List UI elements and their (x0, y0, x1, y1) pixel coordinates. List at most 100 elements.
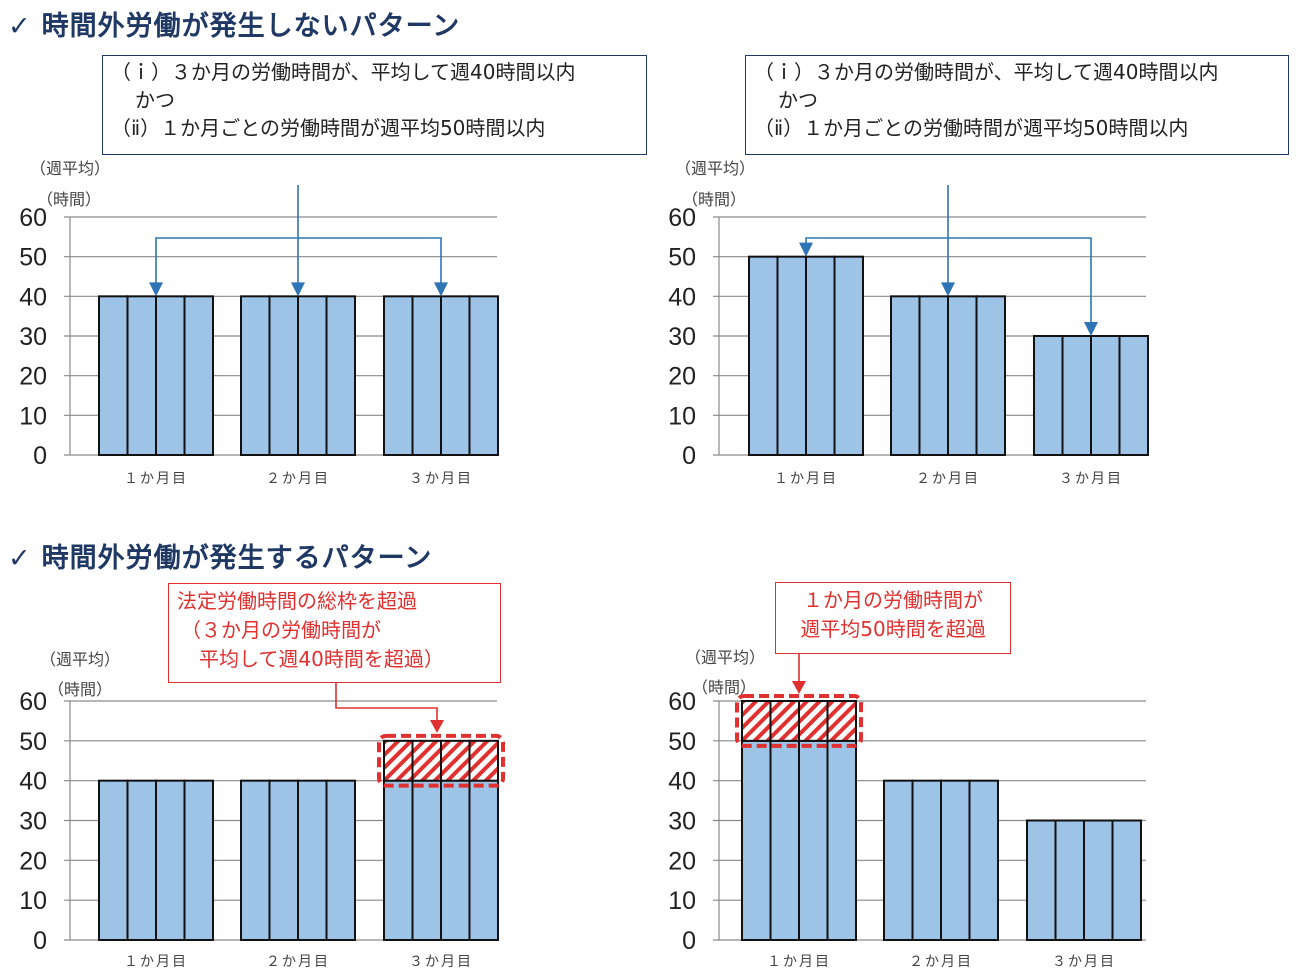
bar-week (297, 295, 328, 457)
x-category-label: ２か月目 (916, 471, 980, 487)
bar-week (805, 255, 836, 456)
bar-week (325, 779, 356, 941)
condition-line-1: （ｉ）３か月の労働時間が、平均して週40時間以内 (111, 60, 576, 84)
bar-week (440, 295, 471, 457)
bar-week-excess (440, 739, 471, 782)
x-category-label: １か月目 (767, 954, 831, 968)
arrow-head-icon (434, 282, 448, 297)
bar-week (240, 295, 271, 457)
y-tick-label: 20 (19, 847, 47, 875)
y-tick-label: 50 (19, 244, 47, 272)
y-tick-label: 10 (668, 887, 696, 915)
y-tick-label: 50 (19, 728, 47, 756)
y-tick-label: 30 (668, 808, 696, 836)
bar-week (776, 255, 807, 456)
y-tick-label: 20 (668, 363, 696, 391)
bar-week (126, 295, 157, 457)
bar-week (940, 779, 971, 941)
condition-line-3: （ⅱ）１か月ごとの労働時間が週平均50時間以内 (754, 116, 1189, 140)
callout-arrow-head-icon (430, 720, 444, 733)
heading-text: 時間外労働が発生するパターン (41, 543, 433, 574)
y-tick-label: 60 (668, 204, 696, 232)
callout-monthly-exceeded: １か月の労働時間が 週平均50時間を超過 (775, 582, 1011, 654)
bar-week-excess (798, 700, 829, 742)
chart-no-overtime-even: （週平均） （時間） 0 10 20 30 40 50 60 １か月目 ２か月目 ３か月目 (19, 159, 499, 487)
bar-week (975, 295, 1006, 457)
arrow-head-icon (941, 282, 955, 297)
x-category-label: １か月目 (774, 471, 838, 487)
x-category-label: ３か月目 (1059, 471, 1123, 487)
y-tick-label: 60 (19, 688, 47, 716)
x-category-label: ２か月目 (266, 471, 330, 487)
bar-week (890, 295, 921, 457)
y-unit-label-2: （時間） (48, 680, 112, 699)
y-unit-label-1: （週平均） (40, 650, 120, 669)
arrow-line (805, 237, 1092, 326)
bar-week-excess (383, 739, 414, 782)
bar-week (268, 779, 299, 941)
bar-week (183, 779, 214, 941)
bar-week (1054, 819, 1085, 941)
y-tick-label: 10 (19, 887, 47, 915)
heading-no-overtime: ✓ 時間外労働が発生しないパターン (8, 4, 460, 43)
bar-week (968, 779, 999, 941)
chart-no-overtime-varied: （週平均） （時間） 0 10 20 30 40 50 60 １か月目 ２か月目 ３か月目 (668, 159, 1149, 487)
y-tick-label: 60 (19, 204, 47, 232)
bar-week (918, 295, 949, 457)
callout-leader-line (335, 683, 438, 722)
bar-week-excess (741, 700, 772, 742)
y-tick-label: 40 (19, 768, 47, 796)
y-tick-label: 0 (33, 927, 47, 955)
bar-week-excess (468, 739, 499, 782)
bar-week (411, 295, 442, 457)
bar-week (155, 779, 186, 941)
bar-week (883, 779, 914, 941)
y-unit-label-1: （週平均） (675, 159, 755, 178)
bar-week (798, 739, 829, 941)
condition-line-1: （ｉ）３か月の労働時間が、平均して週40時間以内 (754, 60, 1219, 84)
excess-highlight-frame (735, 694, 863, 748)
y-tick-label: 40 (19, 283, 47, 311)
bar-week (297, 779, 328, 941)
x-category-label: １か月目 (124, 471, 188, 487)
callout-line-1: 法定労働時間の総枠を超過 (177, 589, 417, 613)
y-tick-label: 40 (668, 283, 696, 311)
y-tick-label: 10 (668, 402, 696, 430)
callout-line-1: １か月の労働時間が (803, 588, 983, 612)
bar-week (468, 295, 499, 457)
heading-overtime: ✓ 時間外労働が発生するパターン (8, 536, 432, 575)
x-category-label: ２か月目 (266, 954, 330, 968)
y-unit-label-2: （時間） (37, 190, 101, 209)
y-tick-label: 20 (19, 363, 47, 391)
bar-week (268, 295, 299, 457)
y-unit-label-2: （時間） (692, 678, 756, 697)
bar-week (325, 295, 356, 457)
callout-total-exceeded: 法定労働時間の総枠を超過 （３か月の労働時間が 平均して週40時間を超過） (168, 583, 501, 683)
bar-week (826, 739, 857, 941)
y-tick-label: 60 (668, 688, 696, 716)
bar-week (98, 779, 129, 941)
condition-line-2: かつ (778, 88, 818, 112)
y-tick-label: 0 (682, 442, 696, 470)
check-icon: ✓ (8, 11, 32, 42)
y-unit-label-2: （時間） (682, 190, 746, 209)
bar-week (411, 779, 442, 941)
arrow-head-icon (1084, 322, 1098, 336)
bar-week (155, 295, 186, 457)
y-tick-label: 0 (33, 442, 47, 470)
y-tick-label: 10 (19, 402, 47, 430)
bar-week-excess (826, 700, 857, 742)
bar-week (911, 779, 942, 941)
bar-week-excess (411, 739, 442, 782)
condition-line-3: （ⅱ）１か月ごとの労働時間が週平均50時間以内 (111, 116, 546, 140)
bar-week (748, 255, 779, 456)
callout-arrow-head-icon (792, 681, 806, 694)
y-unit-label-1: （週平均） (685, 648, 765, 667)
x-category-label: ３か月目 (1052, 954, 1116, 968)
x-category-label: １か月目 (124, 954, 188, 968)
x-category-label: ２か月目 (909, 954, 973, 968)
callout-line-3: 平均して週40時間を超過） (199, 647, 444, 671)
callout-line-2: 週平均50時間を超過 (800, 617, 986, 641)
y-unit-label-1: （週平均） (30, 159, 110, 178)
y-tick-label: 20 (668, 847, 696, 875)
